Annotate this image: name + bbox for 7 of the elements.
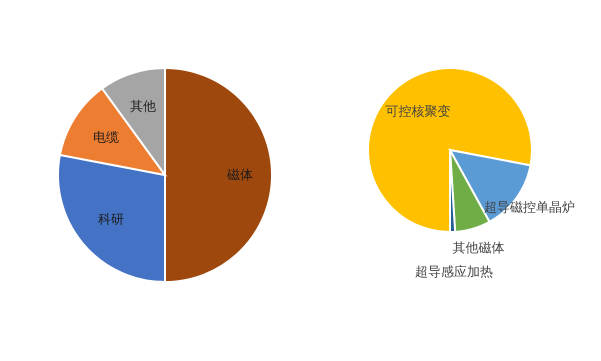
slice-label: 超导感应加热 <box>414 264 493 280</box>
slice-label: 磁体 <box>226 168 253 183</box>
slice-label: 科研 <box>98 212 124 228</box>
slice-label: 可控核聚变 <box>386 104 451 120</box>
slice-label: 其他磁体 <box>452 240 504 256</box>
slice-label: 电缆 <box>92 130 119 146</box>
slice-label: 其他 <box>130 100 156 115</box>
